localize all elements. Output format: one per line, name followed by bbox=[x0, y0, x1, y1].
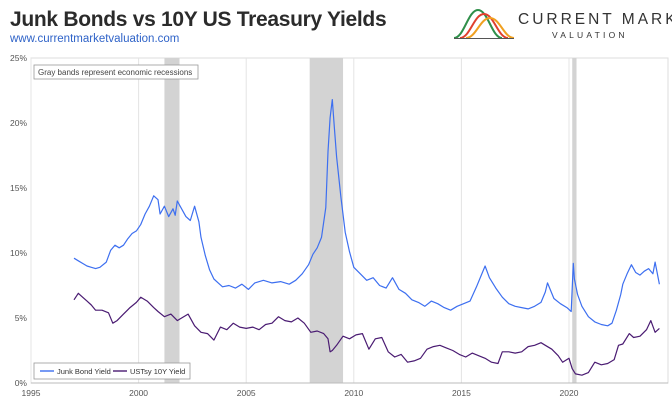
recession-note-text: Gray bands represent economic recessions bbox=[38, 68, 192, 77]
recession-band-1 bbox=[164, 58, 180, 383]
website-link[interactable]: www.currentmarketvaluation.com bbox=[10, 33, 180, 45]
ustsy-10y-yield-line bbox=[73, 292, 660, 376]
recession-band-2 bbox=[309, 58, 344, 383]
legend-label-ust: USTsy 10Y Yield bbox=[130, 367, 185, 376]
x-tick-label: 2005 bbox=[237, 388, 256, 398]
y-tick-label: 0% bbox=[15, 378, 28, 388]
y-tick-label: 5% bbox=[15, 313, 28, 323]
x-tick-label: 2010 bbox=[344, 388, 363, 398]
y-tick-label: 25% bbox=[10, 53, 27, 63]
x-tick-label: 2000 bbox=[129, 388, 148, 398]
legend: Junk Bond Yield USTsy 10Y Yield bbox=[33, 362, 191, 380]
bell-curves-icon bbox=[453, 8, 515, 39]
brand-name: CURRENT MARKET bbox=[518, 11, 672, 28]
y-tick-label: 20% bbox=[10, 118, 27, 128]
brand-subtitle: VALUATION bbox=[552, 30, 628, 40]
x-tick-label: 2020 bbox=[560, 388, 579, 398]
recession-note-box bbox=[33, 64, 199, 80]
brand-logo: CURRENT MARKET VALUATION bbox=[452, 6, 672, 42]
legend-box bbox=[33, 362, 191, 380]
junk-bond-yield-line bbox=[73, 98, 660, 327]
x-tick-label: 2015 bbox=[452, 388, 471, 398]
y-tick-label: 10% bbox=[10, 248, 27, 258]
recession-band-3 bbox=[572, 58, 577, 383]
y-tick-label: 15% bbox=[10, 183, 27, 193]
chart-title: Junk Bonds vs 10Y US Treasury Yields bbox=[10, 8, 387, 31]
legend-label-junk: Junk Bond Yield bbox=[57, 367, 111, 376]
x-tick-label: 1995 bbox=[22, 388, 41, 398]
recession-note: Gray bands represent economic recessions bbox=[33, 64, 199, 80]
